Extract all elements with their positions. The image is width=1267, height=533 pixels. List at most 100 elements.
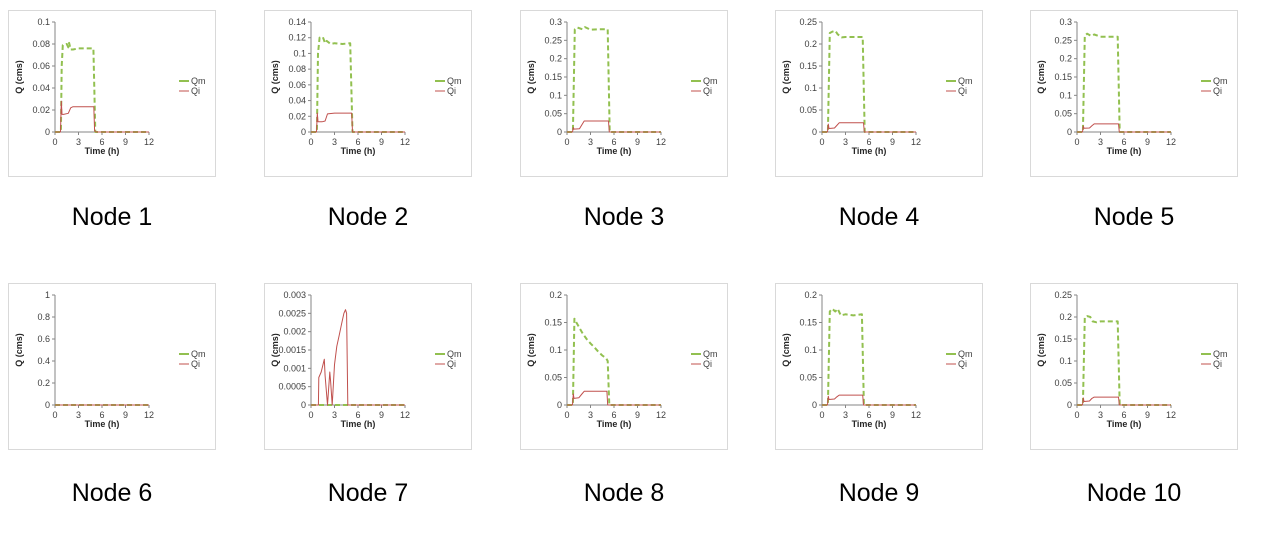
y-tick-label: 0.1: [1059, 356, 1072, 366]
x-tick-label: 0: [308, 410, 313, 420]
y-tick-label: 0.2: [37, 378, 50, 388]
chart-panel: 0 0.05 0.1 0.15 0.2 0.25 0.3 0 3 6 9 12 Time (h) Q (c…: [520, 10, 728, 177]
x-tick-label: 9: [635, 410, 640, 420]
y-axis-label: Q (cms): [1036, 60, 1046, 94]
y-tick-label: 0.2: [804, 39, 817, 49]
x-tick-label: 3: [843, 410, 848, 420]
series-line-qi: [311, 309, 405, 406]
y-tick-label: 0.3: [549, 17, 562, 27]
y-tick-label: 0.0005: [278, 382, 306, 392]
y-tick-label: 0.06: [32, 61, 50, 71]
y-tick-label: 0.2: [549, 54, 562, 64]
y-tick-label: 1: [45, 290, 50, 300]
series-line-qi: [55, 100, 149, 133]
legend-label: Qi: [447, 359, 456, 369]
x-tick-label: 0: [819, 137, 824, 147]
y-axis-label: Q (cms): [14, 333, 24, 367]
y-tick-label: 0.15: [1054, 334, 1072, 344]
x-tick-label: 3: [588, 137, 593, 147]
y-tick-label: 0.15: [544, 72, 562, 82]
legend-label: Qi: [1213, 86, 1222, 96]
x-tick-label: 3: [1098, 137, 1103, 147]
y-tick-label: 0: [301, 127, 306, 137]
x-tick-label: 12: [400, 137, 410, 147]
x-tick-label: 9: [1145, 410, 1150, 420]
x-tick-label: 6: [1121, 410, 1126, 420]
x-tick-label: 0: [52, 137, 57, 147]
x-tick-label: 12: [656, 137, 666, 147]
x-tick-label: 9: [123, 410, 128, 420]
x-tick-label: 9: [890, 137, 895, 147]
x-tick-label: 6: [99, 410, 104, 420]
legend-label: Qi: [703, 359, 712, 369]
legend-label: Qi: [1213, 359, 1222, 369]
y-axis-label: Q (cms): [270, 333, 280, 367]
series-line-qm: [1077, 32, 1171, 133]
y-tick-label: 0: [812, 400, 817, 410]
x-tick-label: 0: [564, 410, 569, 420]
line-chart: 0 0.02 0.04 0.06 0.08 0.1 0 3 6 9 12 Time (h) Q (cms…: [14, 17, 206, 156]
y-tick-label: 0.3: [1059, 17, 1072, 27]
y-tick-label: 0.02: [32, 105, 50, 115]
legend-label: Qm: [447, 349, 462, 359]
x-tick-label: 3: [588, 410, 593, 420]
line-chart: 0 0.05 0.1 0.15 0.2 0.25 0 3 6 9 12 Time (h) Q (cms)…: [781, 17, 973, 156]
legend-label: Qm: [958, 349, 973, 359]
line-chart: 0 0.0005 0.001 0.0015 0.002 0.0025 0.003 0 3 6 9 12…: [270, 290, 462, 429]
x-tick-label: 0: [1074, 137, 1079, 147]
node-caption: Node 9: [838, 479, 920, 507]
y-tick-label: 0.001: [283, 363, 306, 373]
y-tick-label: 0.05: [1054, 109, 1072, 119]
y-tick-label: 0.0015: [278, 345, 306, 355]
x-tick-label: 3: [332, 410, 337, 420]
y-tick-label: 0: [45, 127, 50, 137]
y-tick-label: 0.2: [1059, 54, 1072, 64]
y-tick-label: 0.1: [804, 83, 817, 93]
y-tick-label: 0: [557, 127, 562, 137]
y-tick-label: 0.25: [1054, 35, 1072, 45]
series-line-qi: [822, 394, 916, 406]
series-line-qi: [822, 122, 916, 133]
y-tick-label: 0.2: [804, 290, 817, 300]
chart-panel: 0 0.05 0.1 0.15 0.2 0 3 6 9 12 Time (h) Q (cms) Qm Qi: [520, 283, 728, 450]
x-axis-label: Time (h): [1107, 419, 1142, 429]
x-axis-label: Time (h): [1107, 146, 1142, 156]
node-caption: Node 2: [327, 203, 409, 231]
x-axis-label: Time (h): [341, 419, 376, 429]
legend-label: Qm: [958, 76, 973, 86]
y-tick-label: 0.15: [544, 318, 562, 328]
y-tick-label: 0.05: [799, 105, 817, 115]
y-tick-label: 0.12: [288, 33, 306, 43]
x-tick-label: 0: [564, 137, 569, 147]
x-tick-label: 3: [332, 137, 337, 147]
legend-label: Qm: [703, 349, 718, 359]
y-tick-label: 0.0025: [278, 308, 306, 318]
y-tick-label: 0.1: [37, 17, 50, 27]
node-caption: Node 5: [1093, 203, 1175, 231]
x-tick-label: 6: [611, 137, 616, 147]
y-tick-label: 0.14: [288, 17, 306, 27]
legend-label: Qm: [191, 76, 206, 86]
x-tick-label: 9: [379, 410, 384, 420]
y-tick-label: 0.25: [1054, 290, 1072, 300]
x-tick-label: 12: [911, 410, 921, 420]
legend-label: Qm: [191, 349, 206, 359]
y-axis-label: Q (cms): [781, 60, 791, 94]
y-tick-label: 0.08: [32, 39, 50, 49]
x-tick-label: 6: [1121, 137, 1126, 147]
y-axis-label: Q (cms): [526, 60, 536, 94]
legend-label: Qi: [958, 359, 967, 369]
series-line-qm: [822, 307, 916, 406]
legend-label: Qi: [191, 86, 200, 96]
x-tick-label: 0: [819, 410, 824, 420]
x-tick-label: 12: [1166, 137, 1176, 147]
x-tick-label: 3: [76, 410, 81, 420]
y-tick-label: 0.6: [37, 334, 50, 344]
legend-label: Qm: [1213, 76, 1228, 86]
legend-label: Qm: [703, 76, 718, 86]
chart-panel: 0 0.05 0.1 0.15 0.2 0 3 6 9 12 Time (h) Q (cms) Qm Qi: [775, 283, 983, 450]
